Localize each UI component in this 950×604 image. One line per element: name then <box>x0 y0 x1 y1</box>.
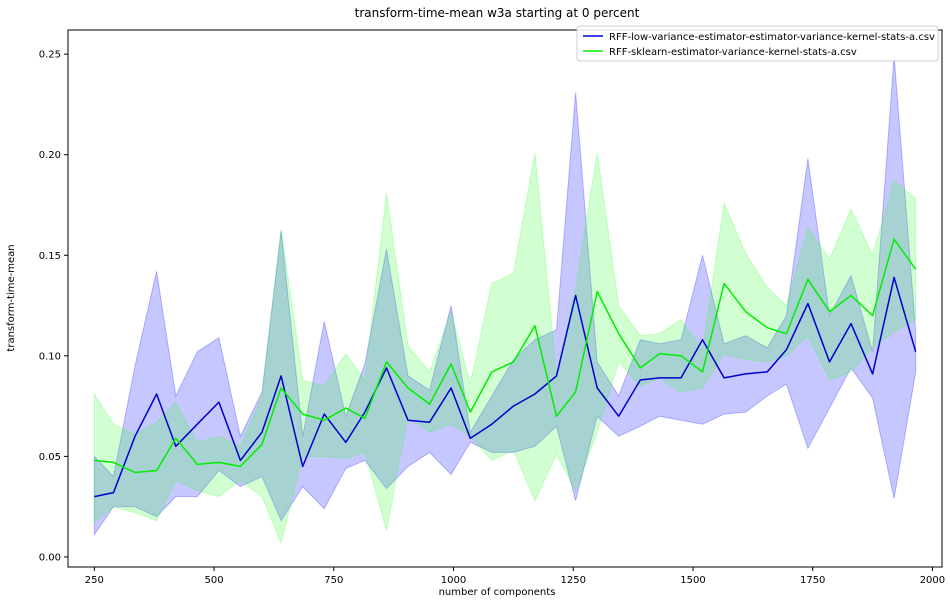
legend-label-series-2: RFF-sklearn-estimator-variance-kernel-st… <box>609 47 857 58</box>
x-tick-label: 1750 <box>800 575 825 586</box>
y-tick-label: 0.10 <box>39 351 61 362</box>
x-tick-label: 1250 <box>561 575 586 586</box>
x-tick-label: 500 <box>205 575 224 586</box>
y-tick-label: 0.25 <box>39 50 61 61</box>
y-tick-label: 0.20 <box>39 150 61 161</box>
plot-frame <box>67 29 943 568</box>
legend-label-series-1: RFF-low-variance-estimator-estimator-var… <box>609 32 935 43</box>
line-series-1 <box>94 276 917 498</box>
x-tick-label: 1000 <box>441 575 466 586</box>
chart-title: transform-time-mean w3a starting at 0 pe… <box>355 6 640 20</box>
legend-box <box>576 25 939 62</box>
y-tick-label: 0.00 <box>39 552 61 563</box>
band-series-1 <box>93 56 917 537</box>
x-axis: 250 500 750 1000 1250 1500 1750 2000 <box>85 567 945 586</box>
y-tick-label: 0.15 <box>39 251 61 262</box>
y-axis-label: transform-time-mean <box>6 244 17 351</box>
legend: RFF-low-variance-estimator-estimator-var… <box>576 25 939 62</box>
band-series-2 <box>93 152 917 545</box>
series-lines <box>94 238 917 498</box>
x-tick-label: 1500 <box>680 575 705 586</box>
x-axis-label: number of components <box>439 587 556 598</box>
x-tick-label: 2000 <box>920 575 945 586</box>
y-axis: 0.00 0.05 0.10 0.15 0.20 0.25 <box>39 50 68 563</box>
line-series-2 <box>94 238 917 474</box>
confidence-bands <box>93 56 917 545</box>
x-tick-label: 250 <box>85 575 104 586</box>
y-tick-label: 0.05 <box>39 452 61 463</box>
x-tick-label: 750 <box>324 575 343 586</box>
